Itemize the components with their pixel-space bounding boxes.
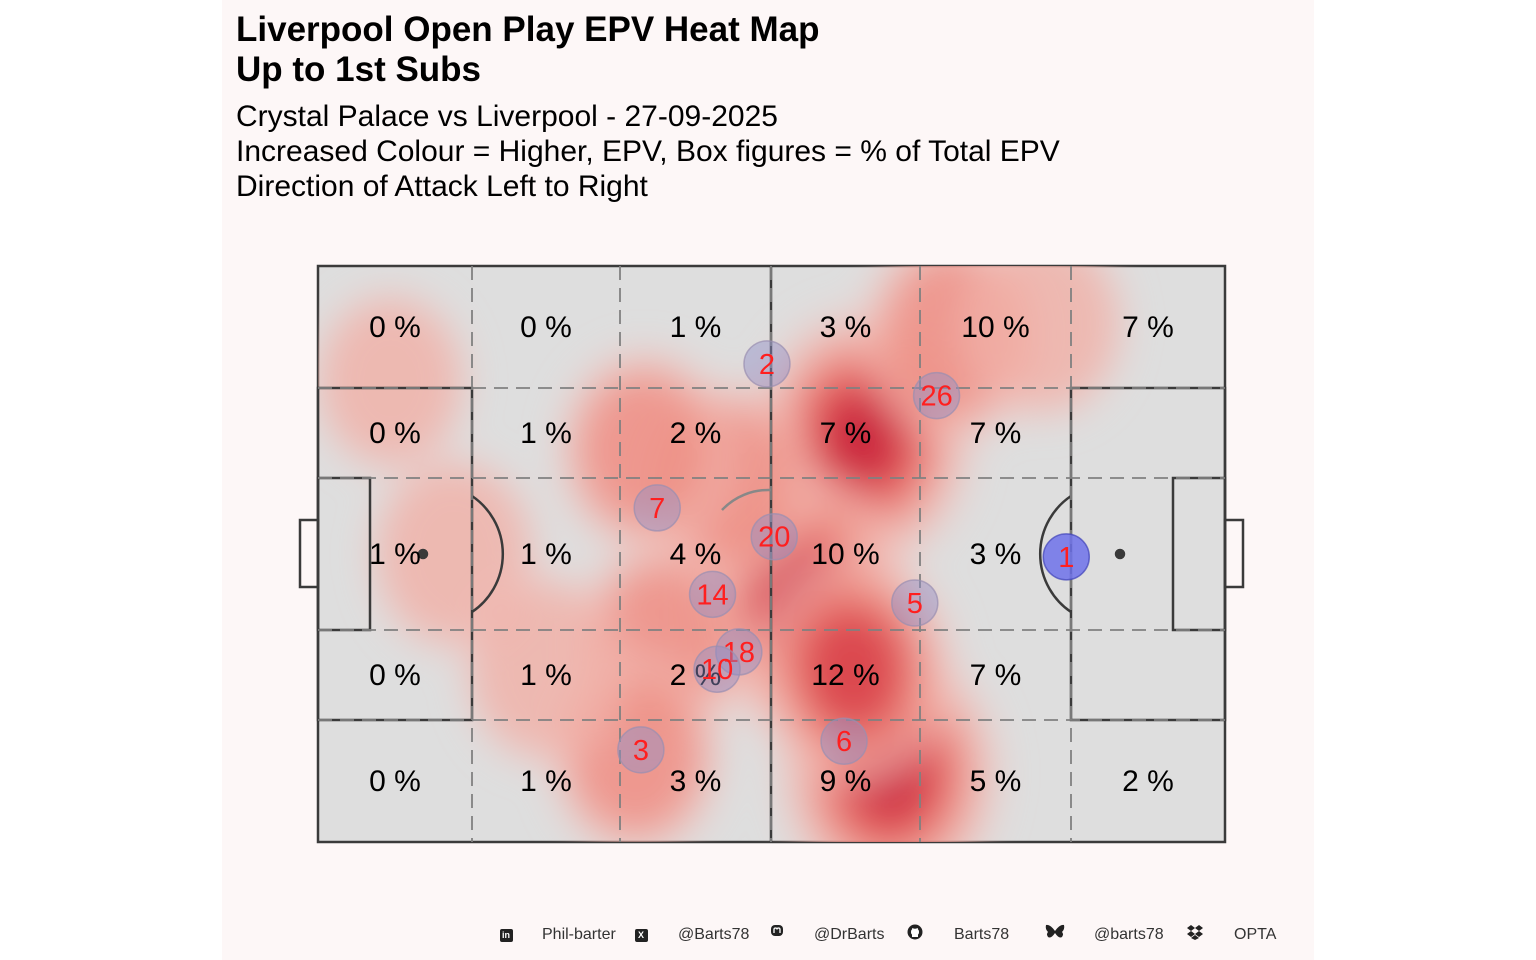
mastodon-icon <box>768 924 786 942</box>
zone-percentage-label: 9 % <box>820 765 872 798</box>
footer-bluesky-text: @barts78 <box>1094 926 1164 943</box>
linkedin-icon: in <box>497 924 515 942</box>
zone-percentage-label: 3 % <box>970 538 1022 571</box>
player-number-label: 3 <box>633 735 649 767</box>
density-blob <box>323 302 458 460</box>
zone-percentage-label: 1 % <box>670 311 722 344</box>
zone-percentage-label: 3 % <box>670 765 722 798</box>
chart-subtitle-line-1: Crystal Palace vs Liverpool - 27-09-2025 <box>236 100 778 133</box>
zone-percentage-label: 0 % <box>369 417 421 450</box>
player-number-label: 14 <box>696 579 728 611</box>
right-goal <box>1223 518 1245 589</box>
bluesky-icon <box>1045 924 1065 944</box>
left-goal <box>298 518 320 589</box>
zone-percentage-label: 7 % <box>970 659 1022 692</box>
right-penalty-arc <box>1038 494 1072 614</box>
chart-title-line-1: Liverpool Open Play EPV Heat Map <box>236 10 820 49</box>
zone-percentage-label: 0 % <box>369 659 421 692</box>
player-marker <box>617 726 665 774</box>
zone-grid <box>318 266 1225 842</box>
player-marker <box>1042 533 1091 581</box>
zone-percentage-label: 10 % <box>811 538 879 571</box>
chart-title: Liverpool Open Play EPV Heat Map Up to 1… <box>236 10 819 90</box>
density-blob <box>582 377 707 524</box>
density-blob <box>973 266 1115 407</box>
zone-percentage-labels: 0 % 0 % 1 % 3 % 10 % 7 %0 % 1 % 2 % 7 % 7 %1 % 1 %… <box>369 311 1174 798</box>
zone-percentage-label: 7 % <box>970 417 1022 450</box>
player-marker <box>688 570 737 619</box>
chart-subtitle: Crystal Palace vs Liverpool - 27-09-2025… <box>236 99 1060 204</box>
footer-linkedin-text: Phil-barter <box>542 926 616 943</box>
player-marker <box>891 579 939 627</box>
chart-title-line-2: Up to 1st Subs <box>236 50 482 89</box>
density-blob <box>381 468 527 640</box>
zone-percentage-label: 7 % <box>820 417 872 450</box>
player-marker <box>633 484 681 532</box>
zone-percentage-label: 4 % <box>670 538 722 571</box>
player-marker <box>750 512 798 561</box>
zone-percentage-label: 0 % <box>520 311 572 344</box>
zone-percentage-label: 0 % <box>369 311 421 344</box>
player-number-label: 6 <box>836 726 852 758</box>
zone-percentage-label: 7 % <box>1122 311 1174 344</box>
footer-x-text: @Barts78 <box>678 926 750 943</box>
footer-dropbox-text: OPTA <box>1234 926 1277 943</box>
player-number-label: 10 <box>701 654 733 686</box>
zone-percentage-label: 12 % <box>811 659 879 692</box>
density-layer <box>318 266 1126 842</box>
right-penalty-spot <box>1114 548 1126 560</box>
player-marker <box>743 340 791 388</box>
zone-percentage-label: 0 % <box>369 765 421 798</box>
left-penalty-spot <box>417 548 429 560</box>
zone-percentage-label: 1 % <box>520 659 572 692</box>
zone-percentage-label: 5 % <box>970 765 1022 798</box>
chart-subtitle-line-3: Direction of Attack Left to Right <box>236 170 648 203</box>
footer-credits: in Phil-barter X @Barts78 @DrBarts Barts… <box>0 922 1536 950</box>
player-number-label: 7 <box>649 493 665 525</box>
chart-subtitle-line-2: Increased Colour = Higher, EPV, Box figu… <box>236 135 1060 168</box>
zone-percentage-label: 2 % <box>670 417 722 450</box>
player-number-label: 26 <box>920 381 952 413</box>
zone-percentage-label: 10 % <box>961 311 1029 344</box>
player-marker <box>693 645 741 693</box>
player-marker <box>912 371 961 420</box>
player-number-label: 5 <box>907 588 923 620</box>
player-number-label: 2 <box>759 349 775 381</box>
footer-github-text: Barts78 <box>954 926 1010 943</box>
github-icon <box>906 924 924 944</box>
player-number-label: 1 <box>1058 542 1074 574</box>
zone-percentage-label: 1 % <box>520 538 572 571</box>
zone-percentage-label: 1 % <box>520 417 572 450</box>
player-number-label: 20 <box>758 522 790 554</box>
dropbox-icon <box>1186 924 1204 944</box>
zone-percentage-label: 2 % <box>1122 765 1174 798</box>
zone-percentage-label: 1 % <box>520 765 572 798</box>
density-blob <box>807 615 899 723</box>
zone-percentage-label: 3 % <box>820 311 872 344</box>
density-blob <box>828 398 897 479</box>
density-blob <box>474 586 616 753</box>
x-twitter-icon: X <box>632 924 650 942</box>
centre-circle-arc <box>721 488 772 511</box>
player-marker <box>820 717 868 765</box>
zone-percentage-label: 1 % <box>369 538 421 571</box>
footer-mastodon-text: @DrBarts <box>814 926 885 943</box>
left-penalty-arc <box>471 494 505 614</box>
